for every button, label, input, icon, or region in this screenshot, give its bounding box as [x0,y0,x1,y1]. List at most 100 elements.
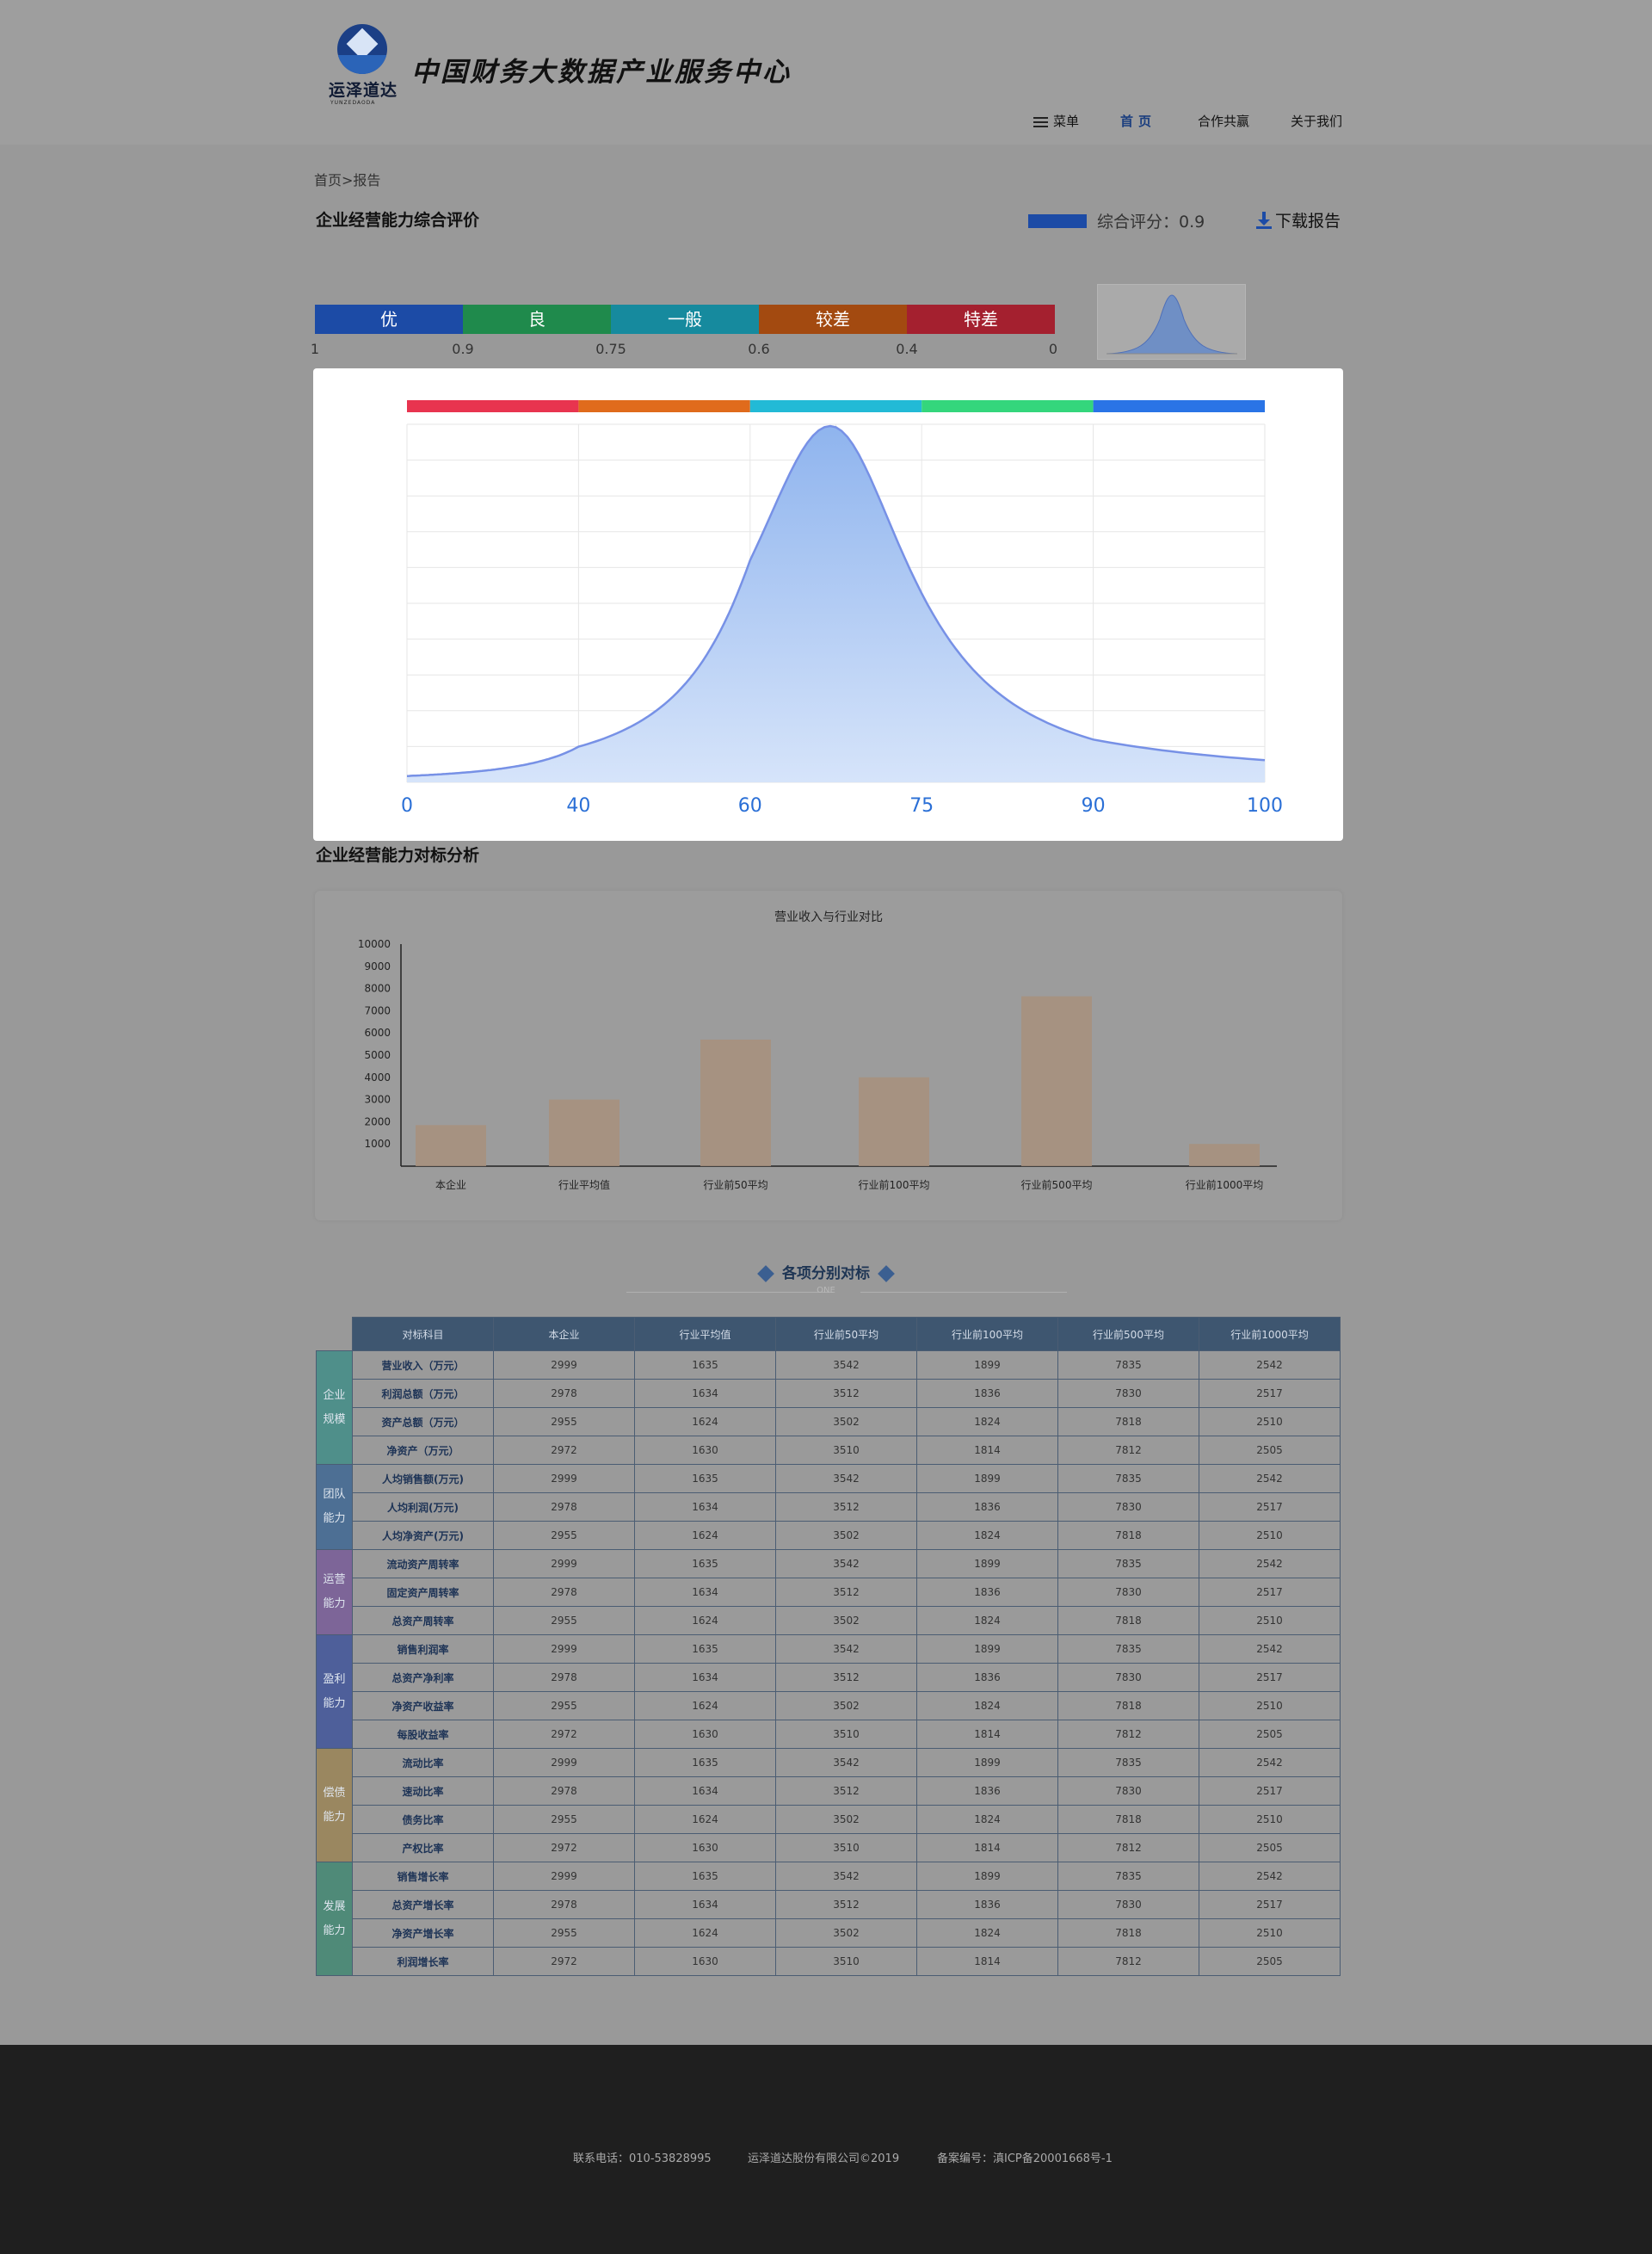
metric-value: 1624 [634,1691,776,1720]
nav-menu[interactable]: 菜单 [1032,112,1079,130]
metric-value: 1624 [634,1606,776,1635]
distribution-area [407,426,1265,782]
table-row: 人均净资产(万元) 2955 1624 3502 1824 7818 2510 [317,1521,1341,1550]
divider [860,1292,1067,1293]
site-title: 中国财务大数据产业服务中心 [411,57,792,88]
metric-value: 7818 [1057,1606,1199,1635]
metric-value: 1624 [634,1918,776,1948]
metric-value: 1814 [916,1833,1058,1862]
table-row: 运营能力 流动资产周转率 2999 1635 3542 1899 7835 2542 [316,1549,1341,1635]
x-tick-label: 0 [401,795,413,817]
table-title: 各项分别对标 [0,1261,1652,1282]
table-row: 总资产增长率 2978 1634 3512 1836 7830 2517 [317,1890,1341,1919]
metric-value: 2978 [493,1663,635,1692]
footer-icp[interactable]: 备案编号：滇ICP备20001668号-1 [937,2152,1113,2165]
metric-value: 3542 [775,1549,917,1578]
category-cell: 运营能力 [316,1549,353,1635]
metric-value: 2978 [493,1492,635,1522]
metric-value: 1630 [634,1436,776,1465]
metric-value: 2517 [1199,1492,1341,1522]
metric-value: 3542 [775,1748,917,1777]
metric-value: 2955 [493,1805,635,1834]
grade-poor: 较差 [759,305,907,334]
nav-cooperation[interactable]: 合作共赢 [1197,114,1249,129]
metric-value: 2999 [493,1350,635,1380]
right-diamond-icon [878,1265,895,1282]
bar-3 [859,1077,929,1166]
score-label: 综合评分：0.9 [1097,213,1205,232]
metric-value: 2510 [1199,1407,1341,1436]
metric-value: 1635 [634,1350,776,1380]
evaluation-title: 企业经营能力综合评价 [316,211,480,230]
metric-value: 1836 [916,1492,1058,1522]
x-tick-label: 本企业 [435,1178,466,1191]
metric-value: 3512 [775,1663,917,1692]
table-row: 企业规模 营业收入（万元） 2999 1635 3542 1899 7835 2542 [316,1350,1341,1465]
category-cell: 团队能力 [316,1464,353,1550]
table-row: 利润增长率 2972 1630 3510 1814 7812 2505 [317,1947,1341,1976]
metric-name: 产权比率 [352,1833,494,1862]
y-tick-label: 10000 [358,938,391,950]
metric-value: 3512 [775,1492,917,1522]
table-row: 产权比率 2972 1630 3510 1814 7812 2505 [317,1833,1341,1862]
metric-value: 1630 [634,1947,776,1976]
metric-value: 2999 [493,1862,635,1891]
distribution-thumbnail[interactable] [1097,284,1246,360]
metric-value: 2955 [493,1918,635,1948]
site-footer [0,2045,1652,2254]
metric-value: 1634 [634,1776,776,1806]
grade-very-poor: 特差 [907,305,1055,334]
table-row: 净资产增长率 2955 1624 3502 1824 7818 2510 [317,1918,1341,1948]
divider [626,1292,833,1293]
metric-value: 1635 [634,1464,776,1493]
table-title-text: 各项分别对标 [782,1265,870,1282]
x-tick-label: 行业前50平均 [703,1178,767,1191]
metric-value: 3510 [775,1436,917,1465]
metric-name: 固定资产周转率 [352,1578,494,1607]
metric-value: 2972 [493,1720,635,1749]
y-tick-label: 7000 [364,1004,391,1016]
grade-band [749,400,922,412]
metric-value: 2517 [1199,1379,1341,1408]
table-header: 行业前500平均 [1057,1317,1199,1351]
table-row: 债务比率 2955 1624 3502 1824 7818 2510 [317,1805,1341,1834]
nav-about[interactable]: 关于我们 [1290,114,1342,129]
table-header: 对标科目 [352,1317,494,1351]
x-tick-label: 行业前100平均 [859,1178,930,1191]
metric-value: 1899 [916,1549,1058,1578]
metric-value: 1836 [916,1578,1058,1607]
nav-home[interactable]: 首页 [1119,114,1156,129]
breadcrumb[interactable]: 首页>报告 [314,172,381,188]
metric-value: 1824 [916,1407,1058,1436]
distribution-curve [406,424,1266,777]
metric-value: 7812 [1057,1947,1199,1976]
metric-value: 7835 [1057,1862,1199,1891]
metric-name: 人均净资产(万元) [352,1521,494,1550]
footer-phone: 联系电话：010-53828995 [573,2152,712,2165]
metric-value: 2505 [1199,1720,1341,1749]
metric-name: 流动比率 [352,1748,494,1777]
metric-value: 1899 [916,1748,1058,1777]
table-row: 每股收益率 2972 1630 3510 1814 7812 2505 [317,1720,1341,1749]
metric-value: 3510 [775,1947,917,1976]
grade-tick: 0.6 [748,341,770,357]
site-logo[interactable]: 运泽道达 YUNZEDAODA [327,24,398,110]
metric-value: 7835 [1057,1748,1199,1777]
metric-value: 2505 [1199,1436,1341,1465]
metric-value: 1836 [916,1776,1058,1806]
x-tick-label: 75 [909,795,934,817]
metric-value: 2972 [493,1947,635,1976]
metric-value: 2510 [1199,1691,1341,1720]
download-report-button[interactable]: 下载报告 [1256,208,1341,232]
distribution-panel: 0 40 60 75 90 100 [313,368,1343,841]
metric-value: 7812 [1057,1833,1199,1862]
y-tick-label: 2000 [364,1115,391,1127]
metric-value: 1824 [916,1691,1058,1720]
metric-value: 2972 [493,1833,635,1862]
metric-value: 3502 [775,1606,917,1635]
metric-name: 人均利润(万元) [352,1492,494,1522]
y-tick-label: 4000 [364,1071,391,1084]
metric-value: 3512 [775,1578,917,1607]
category-cell: 企业规模 [316,1350,353,1465]
metric-value: 2999 [493,1634,635,1664]
